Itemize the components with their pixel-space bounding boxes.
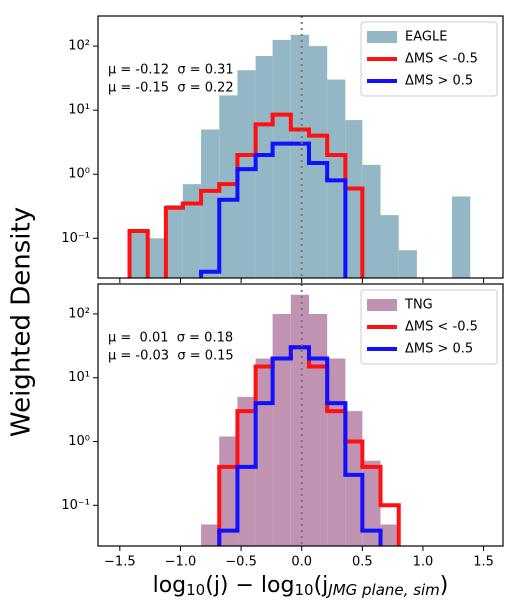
legend-swatch: [367, 299, 397, 311]
plot-area: [201, 294, 401, 546]
legend-label: ΔMS > 0.5: [405, 74, 473, 89]
histogram-bar: [308, 313, 328, 546]
histogram-bar: [219, 436, 238, 546]
histogram-bar: [237, 70, 256, 278]
x-tick-label: 1.5: [473, 555, 494, 570]
histogram-bar: [201, 524, 220, 546]
stat-annotation: μ = -0.12 σ = 0.31: [108, 63, 234, 78]
stat-annotation: μ = -0.15 σ = 0.22: [108, 81, 234, 96]
y-tick-label: 10²: [68, 39, 90, 54]
legend-label: ΔMS < -0.5: [405, 52, 478, 67]
histogram-bar: [165, 205, 183, 278]
x-axis-label-part: (j) − log: [205, 573, 294, 598]
x-tick-label: 0.0: [291, 555, 312, 570]
histogram-bar: [380, 524, 399, 546]
y-tick-label: 10⁰: [68, 167, 90, 182]
histogram-bar: [308, 46, 328, 278]
histogram-bar: [237, 396, 256, 546]
histogram-bar: [327, 358, 346, 546]
x-axis-label-part: 10: [294, 581, 313, 599]
histogram-bar: [129, 230, 148, 278]
histogram-bar: [362, 164, 381, 278]
legend-label: TNG: [404, 298, 433, 313]
x-tick-label: 0.5: [352, 555, 373, 570]
histogram-bar: [201, 129, 220, 278]
histogram-bar: [290, 294, 309, 546]
plot-area: [127, 34, 471, 278]
histogram-bar: [219, 95, 238, 278]
x-axis-label-part: JMG plane, sim: [325, 581, 440, 599]
axes-frame: [97, 283, 504, 547]
x-axis-label-part: 10: [186, 581, 205, 599]
x-axis-label-part: log: [153, 573, 187, 598]
histogram-bar: [362, 460, 381, 546]
y-tick-label: 10⁻¹: [61, 498, 90, 513]
x-tick-label: −1.5: [104, 555, 136, 570]
y-tick-label: 10⁰: [68, 434, 90, 449]
histogram-bar: [327, 79, 346, 278]
legend-label: ΔMS < -0.5: [405, 320, 478, 335]
histogram-bar: [398, 250, 417, 278]
histogram-bar: [290, 34, 309, 278]
x-tick-label: −0.5: [225, 555, 257, 570]
legend-label: ΔMS > 0.5: [405, 342, 473, 357]
axes-frame: [97, 15, 504, 279]
histogram-bar: [255, 358, 273, 546]
y-tick-label: 10²: [68, 306, 90, 321]
histogram-bar: [345, 120, 363, 278]
y-tick-label: 10⁻¹: [61, 231, 90, 246]
histogram-bar: [452, 196, 471, 278]
histogram-bar: [380, 215, 399, 278]
histogram-bar: [345, 411, 363, 546]
histogram-bar: [182, 184, 202, 278]
histogram-bar: [272, 39, 291, 278]
legend-label: EAGLE: [405, 30, 447, 45]
histogram-bar: [255, 56, 273, 278]
stat-annotation: μ = 0.01 σ = 0.18: [108, 331, 233, 346]
x-axis-label-part: ): [440, 573, 449, 598]
stat-annotation: μ = -0.03 σ = 0.15: [108, 349, 234, 364]
x-tick-label: −1.0: [165, 555, 197, 570]
legend-swatch: [367, 31, 397, 43]
x-axis-label: log10(j) − log10(jJMG plane, sim): [153, 573, 449, 599]
y-axis-label: Weighted Density: [7, 207, 37, 437]
histogram-bar: [147, 238, 166, 278]
x-axis-label-part: (j: [314, 573, 329, 598]
y-tick-label: 10¹: [68, 370, 90, 385]
histogram-bar: [272, 313, 291, 546]
x-tick-label: 1.0: [413, 555, 434, 570]
y-tick-label: 10¹: [68, 103, 90, 118]
